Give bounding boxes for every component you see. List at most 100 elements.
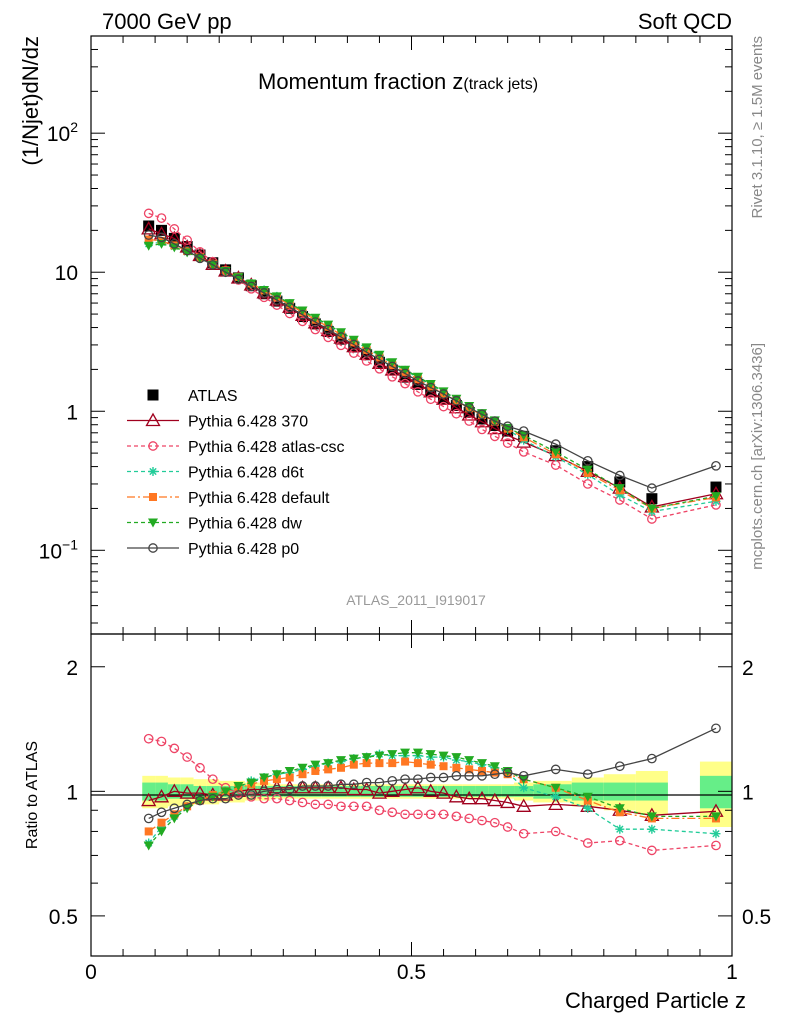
main-point-pythia-6-428-atlas-csc	[425, 394, 436, 405]
legend-marker-atlas	[147, 389, 159, 401]
main-point-pythia-6-428-atlas-csc	[582, 479, 593, 489]
stat-band	[193, 786, 207, 797]
main-point-pythia-6-428-p0	[477, 409, 487, 420]
ratio-point-pythia-6-428-atlas-csc	[477, 815, 487, 826]
main-point-pythia-6-428-p0	[464, 402, 475, 413]
ratio-point-pythia-6-428-atlas-csc	[143, 733, 154, 744]
ratio-point-pythia-6-428-p0	[438, 772, 449, 783]
stat-band	[334, 786, 348, 797]
main-point-pythia-6-428-atlas-csc	[477, 424, 487, 435]
legend-label-pythia-6-428-d6t: Pythia 6.428 d6t	[188, 465, 304, 482]
ratio-point-pythia-6-428-dw	[246, 778, 257, 788]
ratio-point-pythia-6-428-default	[285, 773, 294, 782]
ratio-point-pythia-6-428-default	[157, 818, 166, 827]
main-point-pythia-6-428-d6t	[615, 490, 625, 500]
main-point-pythia-6-428-p0	[425, 382, 436, 393]
main-point-pythia-6-428-atlas-csc	[489, 431, 500, 442]
main-point-pythia-6-428-atlas-csc	[387, 371, 398, 382]
ratio-point-pythia-6-428-default	[413, 759, 422, 768]
ratio-point-pythia-6-428-370	[371, 785, 388, 799]
main-point-pythia-6-428-dw	[582, 465, 593, 475]
ratio-plot-panel: 0.5 0.5 1 1 2 2 0 0.5 1 Ratio to ATLAS Charged P…	[24, 633, 771, 1013]
main-point-pythia-6-428-p0	[400, 368, 410, 379]
main-point-atlas	[156, 224, 168, 236]
ratio-point-pythia-6-428-dw	[233, 782, 244, 792]
ratio-point-pythia-6-428-default	[439, 762, 448, 771]
ratio-point-pythia-6-428-default	[401, 757, 410, 766]
ratio-point-pythia-6-428-370	[346, 781, 362, 796]
main-point-pythia-6-428-p0	[272, 295, 282, 305]
ratio-point-pythia-6-428-370	[141, 792, 157, 807]
ratio-point-pythia-6-428-dw	[477, 759, 488, 769]
ratio-point-pythia-6-428-dw	[297, 763, 308, 773]
ratio-point-pythia-6-428-atlas-csc	[387, 807, 398, 818]
ratio-point-pythia-6-428-dw	[451, 753, 462, 763]
main-point-pythia-6-428-dw	[400, 365, 411, 375]
ratio-point-pythia-6-428-p0	[233, 790, 244, 800]
main-y-tick-label: 1	[66, 401, 78, 424]
legend-marker-pythia-6-428-370	[145, 412, 161, 427]
ratio-point-pythia-6-428-default	[375, 759, 384, 768]
main-point-pythia-6-428-atlas-csc	[310, 324, 321, 335]
main-point-pythia-6-428-dw	[156, 239, 167, 249]
main-point-pythia-6-428-p0	[489, 416, 500, 426]
ratio-point-pythia-6-428-p0	[182, 799, 192, 810]
ratio-point-pythia-6-428-dw	[220, 787, 231, 797]
ratio-point-pythia-6-428-default	[170, 810, 179, 819]
ratio-point-pythia-6-428-dw	[310, 760, 321, 770]
legend-marker-pythia-6-428-dw	[148, 518, 158, 528]
main-point-pythia-6-428-atlas-csc	[464, 416, 475, 426]
ratio-point-pythia-6-428-dw	[374, 751, 385, 761]
main-line-pythia-6-428-dw	[148, 243, 717, 510]
header-right: Soft QCD	[638, 9, 732, 34]
ratio-point-pythia-6-428-dw	[335, 756, 346, 766]
ratio-point-pythia-6-428-370	[410, 779, 426, 794]
ratio-point-pythia-6-428-atlas-csc	[207, 774, 218, 785]
ratio-point-pythia-6-428-p0	[336, 779, 346, 790]
ratio-point-pythia-6-428-p0	[518, 770, 529, 781]
main-y-tick-label: 10	[55, 262, 78, 285]
plot-title-sub: (track jets)	[463, 76, 538, 93]
ratio-series-group	[141, 723, 724, 856]
stat-band	[603, 782, 636, 801]
main-point-pythia-6-428-p0	[348, 339, 359, 350]
legend: ATLAS Pythia 6.428 370 Pythia 6.428 atlas-…	[127, 388, 345, 558]
ratio-point-pythia-6-428-dw	[284, 766, 295, 776]
stat-band	[244, 786, 258, 797]
stat-band	[699, 775, 732, 809]
ratio-point-pythia-6-428-p0	[272, 784, 282, 795]
ratio-point-pythia-6-428-dw	[425, 750, 436, 760]
ratio-point-pythia-6-428-p0	[348, 779, 359, 790]
main-y-tick-label: 10−1	[39, 536, 79, 563]
main-y-tick-label: 102	[47, 119, 78, 146]
ratio-point-pythia-6-428-atlas-csc	[438, 809, 449, 820]
main-point-atlas	[412, 378, 424, 390]
stat-band	[308, 786, 322, 797]
stat-band	[411, 786, 425, 797]
ratio-point-pythia-6-428-dw	[387, 750, 398, 760]
main-point-pythia-6-428-dw	[271, 292, 282, 302]
ratio-point-pythia-6-428-p0	[195, 795, 205, 806]
main-axis-ticks: 10−1 1 10 102	[39, 35, 733, 634]
ratio-point-pythia-6-428-default	[490, 768, 499, 777]
ratio-line-pythia-6-428-atlas-csc	[148, 738, 717, 852]
main-point-pythia-6-428-370	[461, 407, 477, 421]
legend-entry-pythia-6-428-d6t: Pythia 6.428 d6t	[127, 465, 304, 482]
ratio-point-pythia-6-428-dw	[348, 754, 359, 764]
main-point-pythia-6-428-p0	[614, 470, 625, 481]
ratio-point-pythia-6-428-atlas-csc	[374, 805, 385, 816]
main-point-pythia-6-428-dw	[259, 285, 270, 295]
rivet-version-label: Rivet 3.1.10, ≥ 1.5M events	[749, 36, 766, 219]
x-tick-label: 1	[726, 961, 738, 984]
main-point-pythia-6-428-atlas-csc	[182, 235, 192, 246]
ratio-point-pythia-6-428-d6t	[583, 803, 593, 813]
main-point-pythia-6-428-p0	[310, 317, 321, 327]
main-point-pythia-6-428-dw	[614, 484, 625, 494]
main-point-pythia-6-428-370	[141, 221, 157, 235]
ratio-point-pythia-6-428-p0	[550, 764, 561, 775]
ratio-point-pythia-6-428-p0	[323, 781, 334, 791]
ratio-point-pythia-6-428-atlas-csc	[451, 811, 462, 822]
stat-band	[142, 782, 156, 801]
main-point-pythia-6-428-370	[474, 413, 490, 428]
ratio-point-pythia-6-428-p0	[297, 781, 308, 791]
